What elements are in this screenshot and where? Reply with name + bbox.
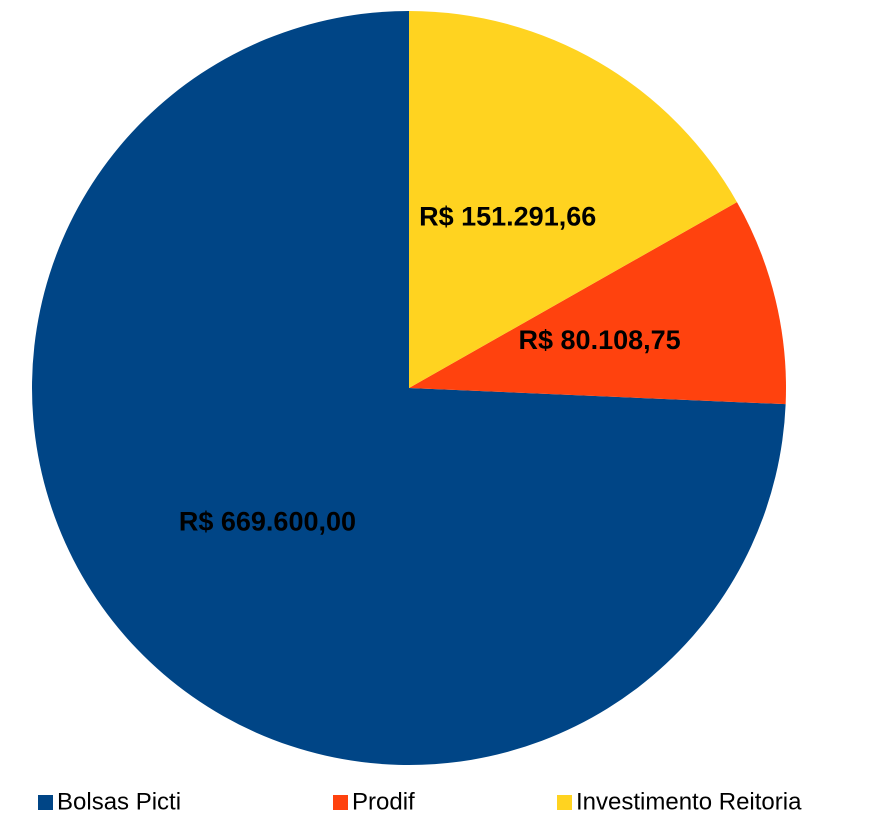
legend-label: Investimento Reitoria — [576, 788, 802, 815]
legend-swatch — [557, 795, 572, 810]
pie-slice — [409, 202, 786, 405]
data-label: R$ 151.291,66 — [419, 202, 596, 232]
data-label: R$ 669.600,00 — [179, 507, 356, 537]
legend-swatch — [38, 795, 53, 810]
legend-swatch — [333, 795, 348, 810]
legend-label: Bolsas Picti — [57, 788, 181, 815]
pie-slice — [409, 11, 737, 388]
data-label: R$ 80.108,75 — [519, 325, 681, 355]
pie-slice — [31, 11, 786, 766]
legend-label: Prodif — [352, 788, 415, 815]
